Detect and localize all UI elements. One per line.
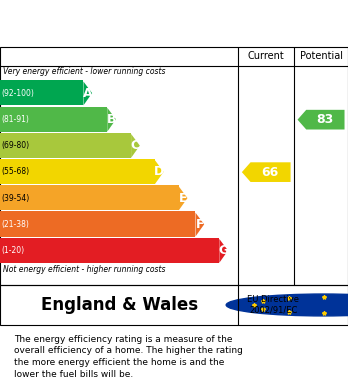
Text: 66: 66: [261, 166, 278, 179]
Polygon shape: [84, 81, 92, 105]
Polygon shape: [131, 134, 140, 158]
FancyBboxPatch shape: [0, 80, 84, 105]
FancyBboxPatch shape: [0, 238, 219, 263]
Text: Very energy efficient - lower running costs: Very energy efficient - lower running co…: [3, 67, 166, 76]
Text: A: A: [83, 87, 93, 100]
Polygon shape: [196, 213, 204, 237]
Polygon shape: [242, 162, 291, 182]
Text: F: F: [195, 218, 204, 231]
Text: 83: 83: [316, 113, 333, 126]
Text: (92-100): (92-100): [2, 89, 34, 98]
Polygon shape: [107, 108, 116, 132]
Text: (39-54): (39-54): [2, 194, 30, 203]
Text: Current: Current: [248, 52, 285, 61]
Polygon shape: [179, 187, 188, 210]
Text: C: C: [131, 139, 140, 152]
FancyBboxPatch shape: [0, 133, 131, 158]
Text: E: E: [179, 192, 187, 204]
Text: (21-38): (21-38): [2, 220, 30, 229]
Text: The energy efficiency rating is a measure of the
overall efficiency of a home. T: The energy efficiency rating is a measur…: [14, 334, 243, 379]
Text: (81-91): (81-91): [2, 115, 30, 124]
Polygon shape: [298, 110, 345, 129]
Text: G: G: [218, 244, 229, 257]
Text: B: B: [107, 113, 116, 126]
Circle shape: [226, 294, 348, 316]
FancyBboxPatch shape: [0, 159, 155, 184]
Text: EU Directive
2002/91/EC: EU Directive 2002/91/EC: [247, 295, 299, 315]
Text: Energy Efficiency Rating: Energy Efficiency Rating: [60, 14, 288, 32]
Text: Not energy efficient - higher running costs: Not energy efficient - higher running co…: [3, 265, 166, 274]
FancyBboxPatch shape: [0, 185, 179, 210]
Text: (1-20): (1-20): [2, 246, 25, 255]
Text: (69-80): (69-80): [2, 141, 30, 150]
Text: (55-68): (55-68): [2, 167, 30, 176]
Text: D: D: [154, 165, 164, 178]
Text: England & Wales: England & Wales: [41, 296, 198, 314]
Polygon shape: [219, 239, 228, 263]
FancyBboxPatch shape: [0, 212, 196, 237]
FancyBboxPatch shape: [0, 106, 107, 132]
Text: Potential: Potential: [300, 52, 342, 61]
Polygon shape: [155, 160, 164, 184]
